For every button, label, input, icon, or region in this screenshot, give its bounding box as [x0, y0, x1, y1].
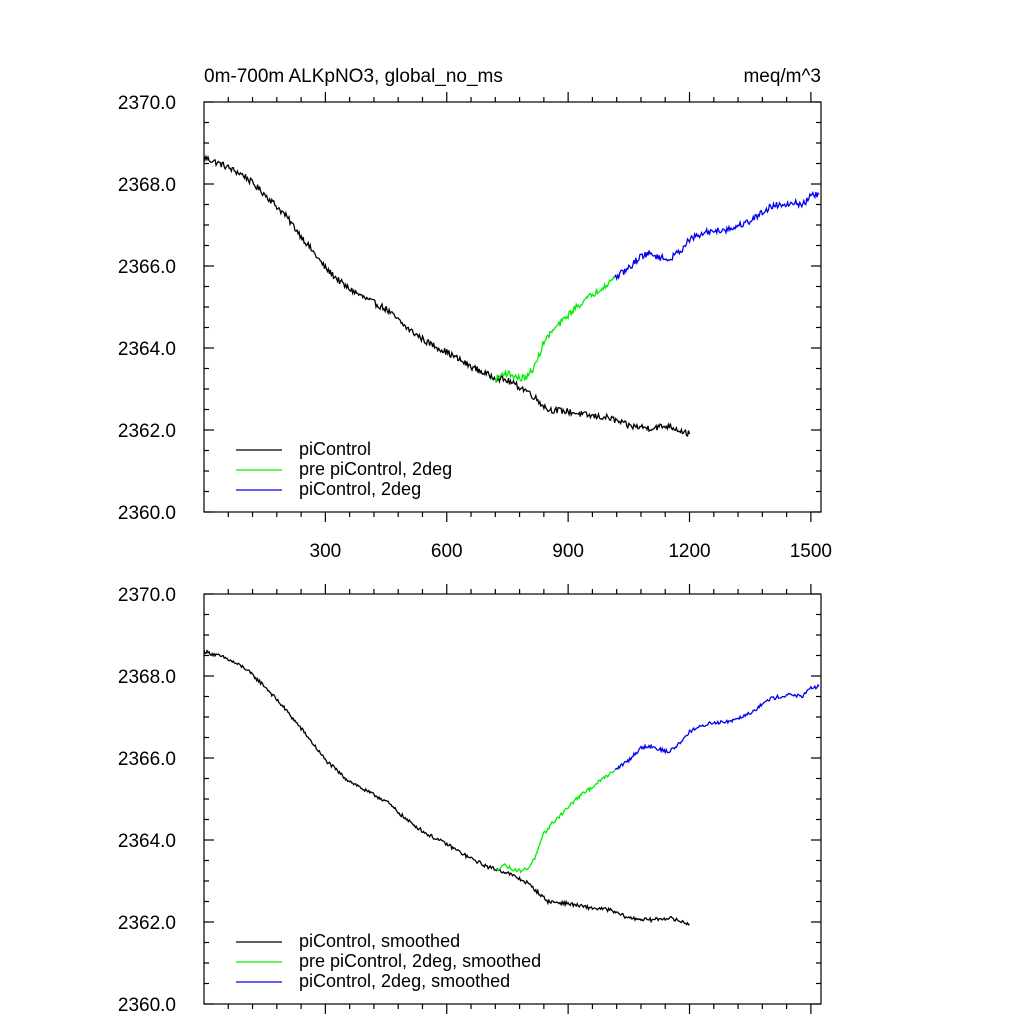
- legend-label: piControl, 2deg, smoothed: [299, 971, 510, 991]
- top-panel: 2360.0 2362.0 2364.0 2366.0 2368.0 2370.0 300 6…: [118, 92, 832, 562]
- x-tick-label: 300: [310, 541, 342, 562]
- y-tick-label: 2360.0: [118, 995, 176, 1016]
- legend-label: piControl: [299, 439, 371, 459]
- bottom-panel: 2360.0 2362.0 2364.0 2366.0 2368.0 2370.0 piCo…: [118, 584, 822, 1016]
- y-tick-label: 2370.0: [118, 93, 176, 114]
- units-label: meq/m^3: [743, 66, 821, 87]
- y-tick-label: 2368.0: [118, 175, 176, 196]
- x-tick-label: 1500: [790, 541, 832, 562]
- series-line-picontrol-smoothed: [203, 649, 690, 926]
- legend-label: piControl, smoothed: [299, 931, 460, 951]
- plot-frame: [203, 593, 822, 1005]
- plot-frame: [203, 101, 822, 513]
- y-tick-label: 2364.0: [118, 339, 176, 360]
- y-tick-label: 2364.0: [118, 831, 176, 852]
- x-tick-label: 600: [431, 541, 463, 562]
- y-tick-label: 2366.0: [118, 257, 176, 278]
- x-tick-label: 1200: [668, 541, 710, 562]
- series-line-picontrol-2deg-smoothed: [614, 683, 820, 771]
- legend-label: pre piControl, 2deg, smoothed: [299, 951, 541, 971]
- legend-label: pre piControl, 2deg: [299, 459, 452, 479]
- y-tick-label: 2362.0: [118, 913, 176, 934]
- y-tick-label: 2366.0: [118, 749, 176, 770]
- series-line-pre-picontrol-2deg-smoothed: [494, 769, 616, 874]
- chart-title: 0m-700m ALKpNO3, global_no_ms: [204, 66, 503, 87]
- y-tick-label: 2368.0: [118, 667, 176, 688]
- y-tick-label: 2370.0: [118, 585, 176, 606]
- series-line-picontrol-2deg: [614, 190, 820, 282]
- y-tick-label: 2362.0: [118, 421, 176, 442]
- series-line-picontrol: [203, 154, 691, 437]
- series-line-pre-picontrol-2deg: [494, 275, 616, 384]
- y-tick-label: 2360.0: [118, 503, 176, 524]
- legend-label: piControl, 2deg: [299, 479, 421, 499]
- x-tick-label: 900: [552, 541, 584, 562]
